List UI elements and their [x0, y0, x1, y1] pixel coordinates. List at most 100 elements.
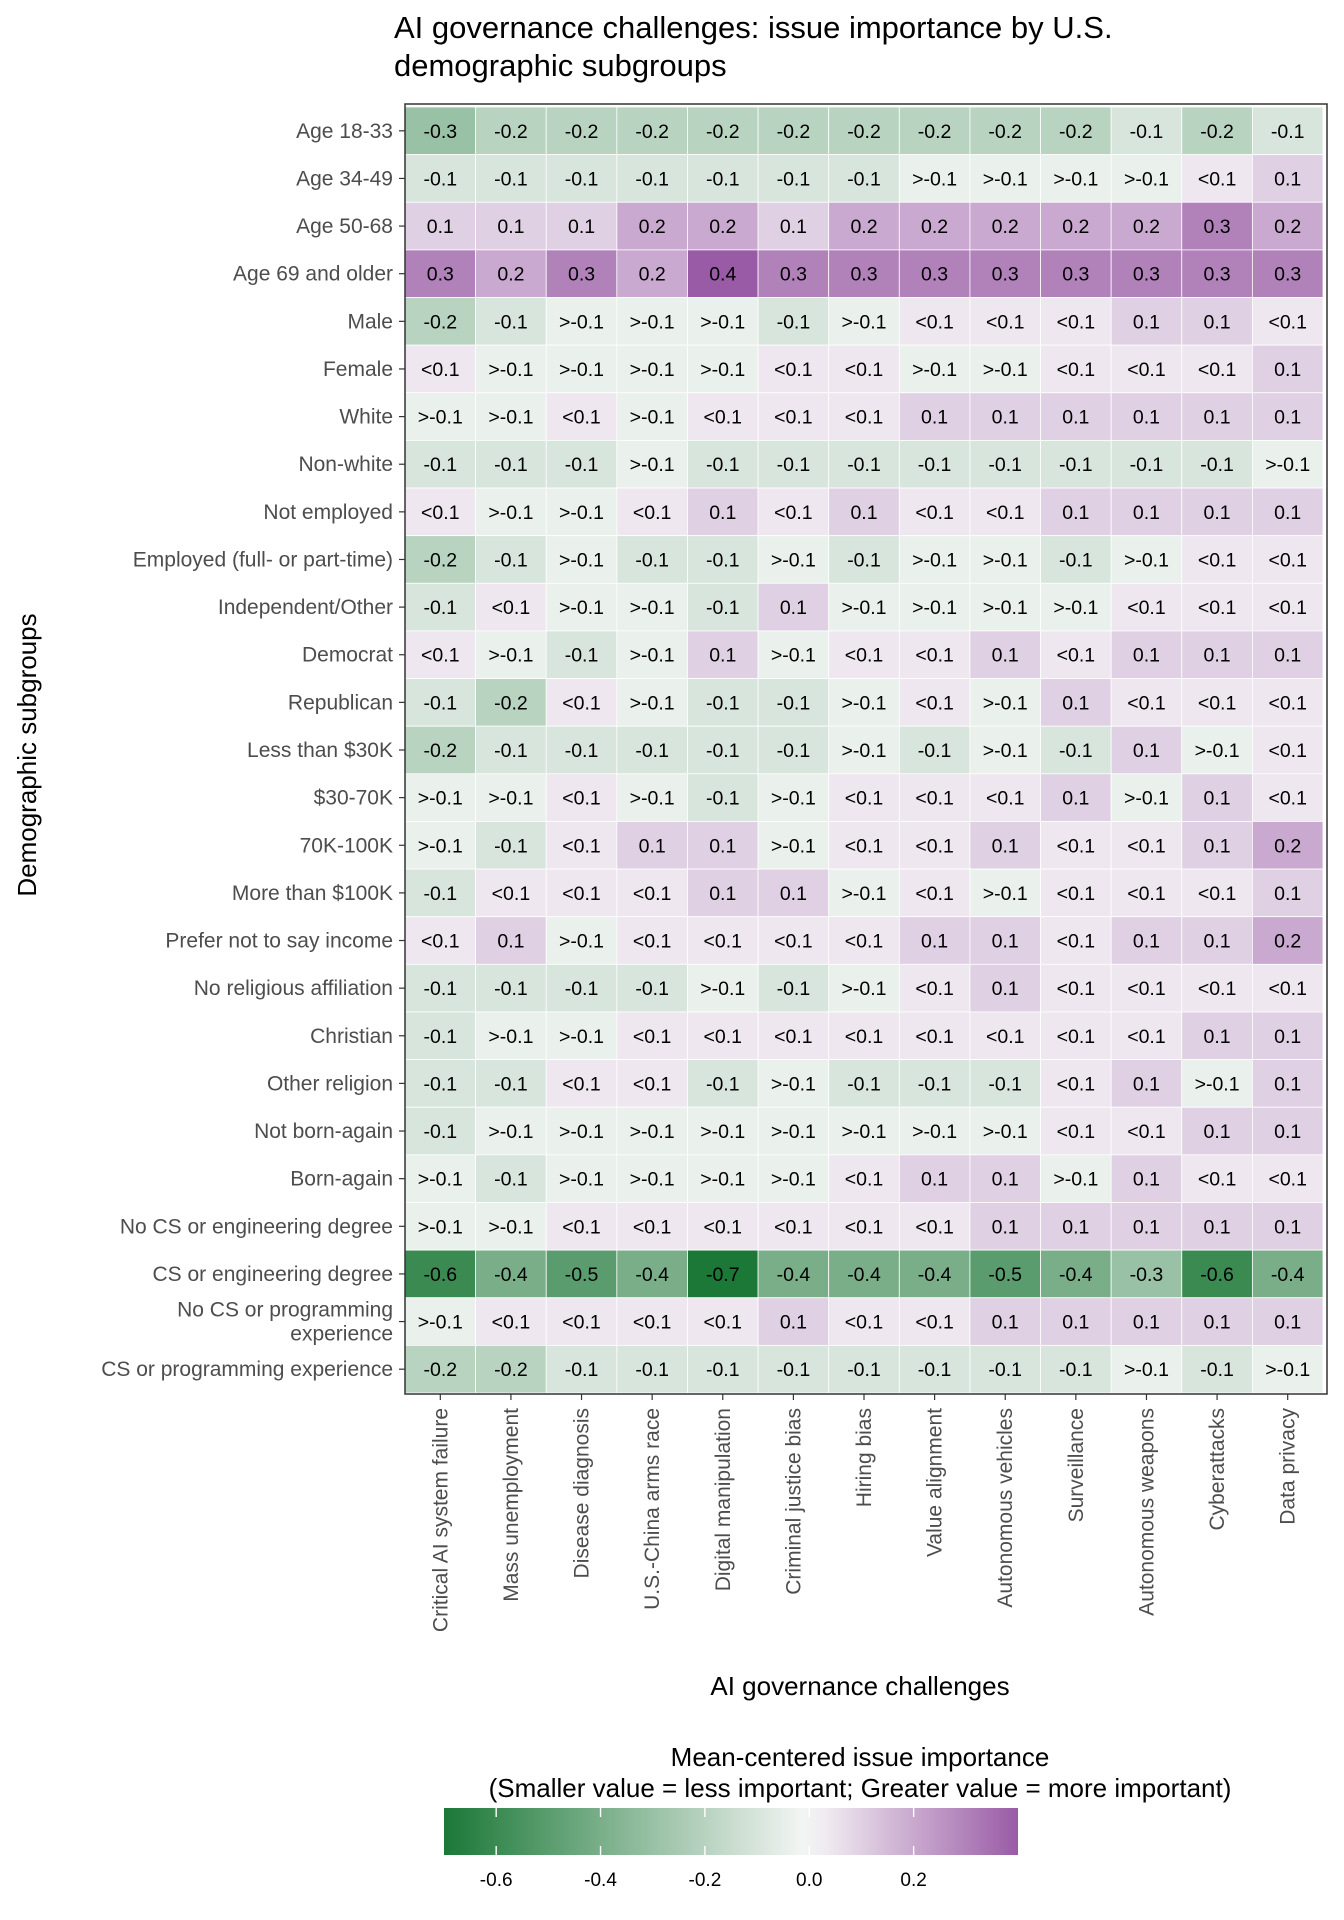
- heatmap-cell: [545, 1011, 618, 1060]
- cell-value-label: 0.2: [1062, 216, 1089, 238]
- cell-value-label: -0.1: [424, 883, 458, 905]
- cell-value-label: 0.3: [780, 264, 807, 286]
- cell-value-label: <0.1: [1198, 549, 1237, 571]
- cell-value-label: 0.1: [427, 216, 454, 238]
- heatmap-cell: [404, 1202, 477, 1251]
- cell-value-label: >-0.1: [488, 1026, 533, 1048]
- cell-value-label: 0.1: [1204, 788, 1231, 810]
- cell-value-label: 0.1: [1274, 407, 1301, 429]
- cell-value-label: -0.1: [1059, 549, 1093, 571]
- heatmap-cell: [545, 392, 618, 441]
- cell-value-label: >-0.1: [418, 1216, 463, 1238]
- column-label: Critical AI system failure: [429, 1408, 452, 1632]
- cell-value-label: <0.1: [845, 359, 884, 381]
- heatmap-cell: [1181, 535, 1253, 584]
- cell-value-label: 0.1: [921, 407, 948, 429]
- heatmap-cell: [757, 154, 830, 203]
- cell-value-label: >-0.1: [700, 1169, 745, 1191]
- heatmap-cell: [1040, 1154, 1112, 1203]
- cell-value-label: 0.1: [992, 1312, 1019, 1334]
- cell-value-label: 0.1: [1062, 502, 1089, 524]
- cell-value-label: 0.1: [1062, 1312, 1089, 1334]
- cell-value-label: 0.3: [1204, 264, 1231, 286]
- cell-value-label: 0.1: [780, 216, 807, 238]
- heatmap-cell: [969, 868, 1041, 918]
- cell-value-label: >-0.1: [912, 1121, 957, 1143]
- cell-value-label: <0.1: [845, 1169, 884, 1191]
- cell-value-label: >-0.1: [771, 1169, 816, 1191]
- heatmap-cell: [475, 916, 547, 965]
- cell-value-label: <0.1: [915, 1026, 954, 1048]
- cell-value-label: <0.1: [1268, 788, 1307, 810]
- heatmap-cell: [404, 154, 477, 203]
- cell-value-label: -0.1: [918, 454, 952, 476]
- cell-value-label: >-0.1: [488, 1216, 533, 1238]
- cell-value-label: <0.1: [1057, 1026, 1096, 1048]
- row-label: White: [339, 406, 393, 429]
- cell-value-label: <0.1: [704, 1312, 743, 1334]
- heatmap-cell: [898, 1297, 971, 1346]
- cell-value-label: -0.1: [847, 1073, 881, 1095]
- cell-value-label: 0.1: [1133, 407, 1160, 429]
- cell-value-label: >-0.1: [1053, 597, 1098, 619]
- heatmap-cell: [828, 630, 900, 679]
- heatmap-cell: [1110, 440, 1183, 489]
- cell-value-label: <0.1: [562, 407, 601, 429]
- cell-value-label: <0.1: [986, 788, 1025, 810]
- cell-value-label: 0.1: [1133, 645, 1160, 667]
- heatmap-cell: [969, 297, 1041, 346]
- cell-value-label: >-0.1: [418, 1312, 463, 1334]
- heatmap-cell: [757, 1344, 830, 1394]
- cell-value-label: >-0.1: [771, 835, 816, 857]
- cell-value-label: >-0.1: [1124, 549, 1169, 571]
- heatmap-cell: [475, 582, 547, 632]
- cell-value-label: >-0.1: [630, 1169, 675, 1191]
- cell-value-label: 0.1: [992, 407, 1019, 429]
- heatmap-cell: [1251, 582, 1324, 632]
- heatmap-cell: [545, 440, 618, 489]
- y-axis-title: Demographic subgroups: [12, 613, 42, 896]
- heatmap-cell: [757, 1249, 830, 1299]
- cell-value-label: <0.1: [1198, 168, 1237, 190]
- heatmap-cell: [1040, 154, 1112, 203]
- heatmap-cell: [1251, 868, 1324, 918]
- cell-value-label: <0.1: [1057, 883, 1096, 905]
- cell-value-label: >-0.1: [983, 168, 1028, 190]
- cell-value-label: -0.4: [847, 1264, 881, 1286]
- cell-value-label: 0.2: [1274, 216, 1301, 238]
- heatmap-cell: [969, 582, 1041, 632]
- cell-value-label: >-0.1: [630, 645, 675, 667]
- heatmap-cell: [1110, 535, 1183, 584]
- cell-value-label: <0.1: [845, 1216, 884, 1238]
- cell-value-label: 0.2: [850, 216, 877, 238]
- cell-value-label: -0.2: [424, 549, 458, 571]
- cell-value-label: 0.1: [1204, 835, 1231, 857]
- heatmap-cell: [404, 963, 477, 1013]
- row-label: Other religion: [267, 1072, 393, 1095]
- heatmap-cell: [687, 1106, 759, 1156]
- cell-value-label: >-0.1: [912, 549, 957, 571]
- cell-value-label: >-0.1: [771, 1073, 816, 1095]
- heatmap-cell: [969, 154, 1041, 203]
- cell-value-label: 0.1: [1062, 788, 1089, 810]
- heatmap-cell: [687, 201, 759, 251]
- cell-value-label: 0.1: [992, 645, 1019, 667]
- heatmap-cell: [828, 440, 900, 489]
- heatmap-cell: [616, 535, 688, 584]
- cell-value-label: >-0.1: [630, 311, 675, 333]
- heatmap-cell: [1110, 1202, 1183, 1251]
- heatmap-cell: [616, 297, 688, 346]
- cell-value-label: -0.2: [424, 311, 458, 333]
- column-label: Autonomous vehicles: [994, 1408, 1017, 1608]
- cell-value-label: <0.1: [633, 931, 672, 953]
- row-label: Age 50-68: [296, 215, 393, 238]
- cell-value-label: -0.1: [494, 1073, 528, 1095]
- heatmap-cell: [969, 392, 1041, 441]
- cell-value-label: 0.2: [1274, 931, 1301, 953]
- heatmap-cell: [1251, 201, 1324, 251]
- row-label: Less than $30K: [247, 739, 393, 762]
- heatmap-cell: [828, 297, 900, 346]
- cell-value-label: <0.1: [1057, 835, 1096, 857]
- heatmap-cell: [475, 868, 547, 918]
- cell-value-label: 0.1: [1204, 1121, 1231, 1143]
